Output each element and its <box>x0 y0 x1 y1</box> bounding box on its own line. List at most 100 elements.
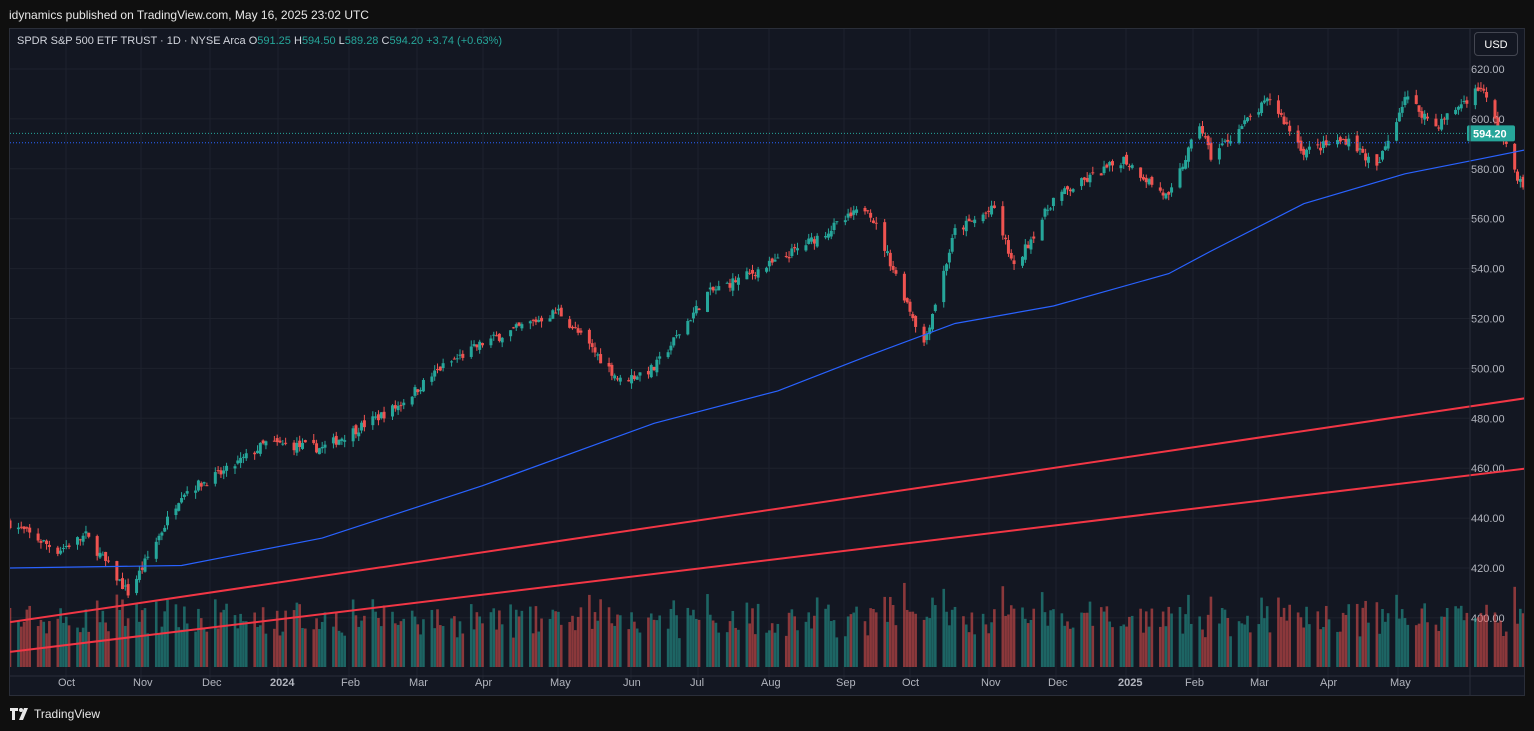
candle-up <box>1459 104 1463 109</box>
volume-bar <box>1052 609 1055 667</box>
candle-up <box>143 558 147 572</box>
last-price-badge <box>1467 125 1515 142</box>
volume-bar <box>1268 632 1272 667</box>
candle-up <box>765 267 769 272</box>
volume-bars <box>8 582 1534 667</box>
tradingview-logo[interactable]: TradingView <box>10 707 100 721</box>
candle-up <box>1445 113 1449 120</box>
candle-up <box>433 370 437 377</box>
candle-down <box>1226 139 1230 142</box>
candle-down <box>1504 141 1508 144</box>
candle-up <box>430 376 434 382</box>
volume-bar <box>377 617 380 667</box>
volume-bar <box>1237 621 1241 667</box>
candle-up <box>635 376 639 380</box>
candle-up <box>1023 244 1027 260</box>
volume-bar <box>334 612 338 667</box>
candle-up <box>1246 117 1249 122</box>
volume-bar <box>931 597 934 667</box>
volume-bar <box>1085 612 1089 667</box>
volume-bar <box>1516 623 1519 667</box>
volume-bar <box>1519 608 1522 667</box>
candle-up <box>1080 178 1084 187</box>
candle-up <box>1071 189 1075 192</box>
candle-down <box>312 439 316 444</box>
volume-bar <box>28 605 31 667</box>
candle-up <box>450 361 454 363</box>
volume-bar <box>1111 627 1114 667</box>
volume-bar <box>593 612 597 667</box>
candle-up <box>717 286 721 291</box>
volume-bar <box>242 621 245 667</box>
price-chart[interactable]: 620.00 600.00 580.00 560.00 540.00 520.00 500.… <box>8 29 1534 695</box>
volume-bar <box>275 610 279 667</box>
candle-up <box>469 346 473 357</box>
volume-bar <box>607 607 611 667</box>
candle-down <box>382 411 386 419</box>
currency-button[interactable]: USD <box>1474 32 1518 56</box>
volume-bar <box>579 607 583 667</box>
candle-down <box>559 307 563 317</box>
candle-up <box>410 396 414 405</box>
grid-lines <box>10 29 1470 679</box>
volume-bar <box>1130 615 1134 667</box>
volume-bar <box>596 620 600 667</box>
candle-up <box>689 320 693 322</box>
volume-bar <box>236 628 240 667</box>
candle-down <box>1302 148 1306 155</box>
candle-up <box>177 503 181 511</box>
volume-bar <box>1361 607 1365 667</box>
volume-bar <box>731 610 735 667</box>
volume-bar <box>844 636 847 667</box>
candle-down <box>646 370 650 375</box>
volume-bar <box>1049 610 1052 667</box>
volume-bar <box>599 599 602 667</box>
candle-down <box>1068 189 1072 192</box>
volume-bar <box>849 614 853 667</box>
candle-up <box>101 554 105 556</box>
volume-bar <box>748 623 751 667</box>
volume-bar <box>1108 621 1111 667</box>
volume-bar <box>1403 618 1407 667</box>
candle-down <box>812 239 816 244</box>
candle-down <box>140 567 144 570</box>
candle-up <box>714 289 718 291</box>
candle-down <box>984 212 988 214</box>
volume-bar <box>1395 594 1398 667</box>
candle-down <box>1203 136 1207 138</box>
chart-area[interactable]: 620.00 600.00 580.00 560.00 540.00 520.00 500.… <box>8 28 1534 696</box>
candle-up <box>320 446 324 449</box>
candle-down <box>1420 111 1424 118</box>
volume-bar <box>1445 608 1449 667</box>
volume-bar <box>194 631 197 667</box>
candle-down <box>8 520 12 529</box>
volume-bar <box>964 624 968 667</box>
candle-up <box>630 375 634 384</box>
volume-bar <box>568 621 571 667</box>
candle-up <box>1395 122 1399 141</box>
candle-down <box>905 298 909 303</box>
volume-bar <box>1257 624 1261 667</box>
candle-down <box>1206 136 1210 146</box>
volume-bar <box>1344 614 1348 667</box>
candle-down <box>573 327 577 329</box>
volume-bar <box>1119 626 1123 667</box>
volume-bar <box>1159 626 1162 667</box>
volume-bar <box>613 625 616 667</box>
volume-bar <box>315 618 318 667</box>
candle-down <box>1344 139 1348 145</box>
volume-bar <box>886 621 889 667</box>
candle-down <box>205 485 209 487</box>
candle-down <box>393 405 397 409</box>
candle-up <box>1378 162 1382 164</box>
change-value: +3.74 (+0.63%) <box>426 35 503 47</box>
candle-up <box>829 230 833 237</box>
volume-bar <box>239 613 242 667</box>
volume-bar <box>1364 600 1367 667</box>
candle-up <box>1518 179 1522 182</box>
volume-bar <box>950 609 954 667</box>
volume-bar <box>633 621 636 667</box>
candle-up <box>1358 148 1362 150</box>
candle-up <box>655 359 659 373</box>
candle-up <box>98 552 102 558</box>
